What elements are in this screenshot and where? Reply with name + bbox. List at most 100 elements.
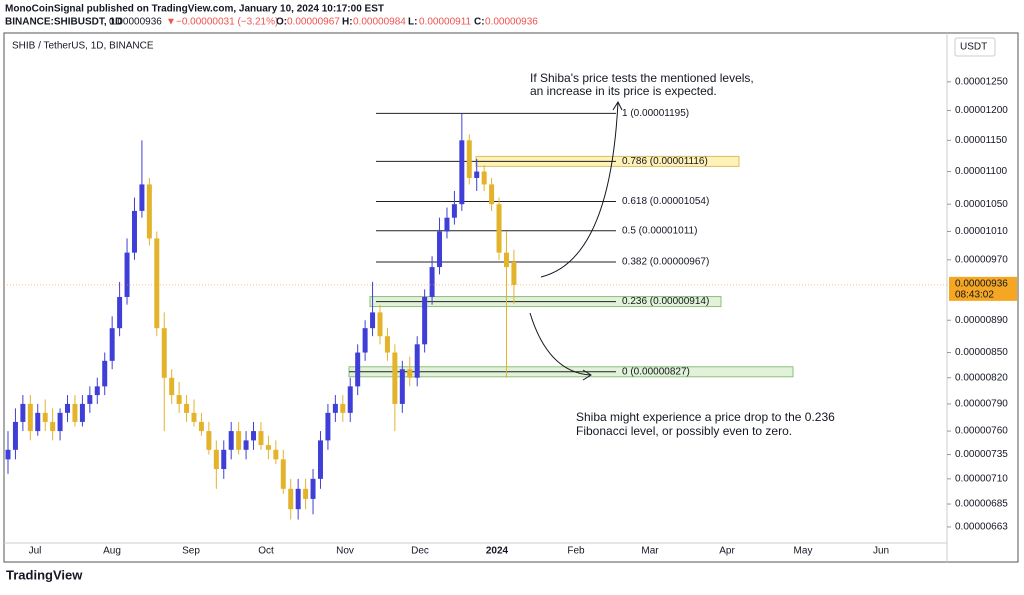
candle-body: [511, 261, 517, 285]
annotation: an increase in its price is expected.: [530, 84, 717, 98]
y-tick-label: 0.00001100: [955, 166, 1008, 177]
candle-body: [191, 412, 197, 422]
candle-body: [94, 386, 100, 396]
ohlc-value: 0.00000911: [419, 17, 472, 28]
x-tick-label: Jun: [873, 546, 889, 557]
candle-body: [131, 210, 137, 253]
ohlc: O: 0.00000967 H: 0.00000984 L: 0.00000911 C: 0.…: [276, 17, 538, 28]
currency: USDT: [960, 42, 987, 53]
candle-body: [206, 431, 212, 450]
candle-body: [481, 171, 487, 185]
candle-body: [102, 360, 108, 387]
arrow-head: [582, 369, 592, 381]
price-tag: [949, 276, 1017, 301]
candle-body: [236, 431, 242, 450]
candle-body: [295, 488, 301, 510]
candle-body: [79, 403, 85, 422]
y-tick-label: 0.00001010: [955, 226, 1008, 237]
ohlc-label: H:: [342, 17, 353, 28]
candle-body: [154, 238, 160, 329]
arrow-down: [529, 312, 591, 376]
candle-body: [146, 184, 152, 239]
ohlc-label: C:: [474, 17, 485, 28]
candle-body: [362, 328, 368, 353]
ohlc-label: L:: [408, 17, 417, 28]
candle-body: [258, 431, 264, 446]
y-tick-label: 0.00001150: [955, 135, 1008, 146]
arrow: ▼: [166, 17, 176, 28]
chart-title: SHIB / TetherUS, 1D, BINANCE: [12, 41, 154, 52]
annotation: If Shiba's price tests the mentioned lev…: [530, 71, 754, 85]
fib-label: 0.5 (0.00001011): [622, 225, 697, 236]
y-tick-label: 0.00000890: [955, 315, 1008, 326]
fib-label: 0.618 (0.00001054): [622, 196, 709, 207]
fib-label: 0.786 (0.00001116): [622, 156, 708, 167]
candle-body: [377, 312, 383, 337]
frame: [3, 32, 1019, 563]
plot: 1 (0.00001195) 0.786 (0.00001116) 0.618 (0…: [5, 108, 794, 520]
x-tick-label: 2024: [486, 546, 509, 557]
candle-body: [273, 449, 279, 460]
candle-body: [317, 440, 323, 479]
x-tick-label: Dec: [411, 546, 429, 557]
candle-body: [72, 403, 78, 422]
y-tick-label: 0.00000735: [955, 449, 1008, 460]
y-tick-label: 0.00001050: [955, 199, 1008, 210]
candle-body: [169, 377, 175, 396]
y-tick-label: 0.00000970: [955, 254, 1008, 265]
candle-body: [340, 403, 346, 413]
candle-body: [332, 403, 338, 413]
y-tick-label: 0.00000790: [955, 399, 1008, 410]
price-tag-value: 0.00000936: [955, 279, 1008, 290]
header-line: MonoCoinSignal published on TradingView.…: [5, 4, 384, 15]
candle-body: [228, 431, 234, 450]
candle-body: [489, 184, 495, 205]
candle-body: [370, 312, 376, 329]
candle-body: [303, 488, 309, 499]
x-tick-label: Aug: [103, 546, 121, 557]
candle-body: [422, 296, 428, 345]
fib-label: 1 (0.00001195): [622, 108, 689, 119]
candle-body: [437, 231, 443, 268]
candle-body: [503, 252, 509, 268]
candle-body: [496, 204, 502, 253]
arrow-head: [612, 100, 623, 111]
candle-body: [198, 421, 204, 432]
candle-body: [243, 440, 249, 450]
x-tick-label: Oct: [258, 546, 274, 557]
annotation: Shiba might experience a price drop to t…: [576, 410, 835, 424]
change: −0.00000031 (−3.21%): [176, 17, 278, 28]
y-tick-label: 0.00000760: [955, 426, 1008, 437]
candle-body: [109, 328, 115, 361]
candle-body: [355, 352, 361, 387]
x-tick-label: Jul: [29, 546, 42, 557]
candle-body: [5, 449, 11, 460]
candle-body: [347, 386, 353, 413]
x-tick-label: Mar: [641, 546, 659, 557]
candle-body: [474, 171, 480, 178]
x-tick-label: Nov: [336, 546, 354, 557]
candle-body: [384, 336, 390, 353]
x-tick-label: Sep: [182, 546, 200, 557]
currency-box: [954, 37, 996, 57]
candle-body: [184, 403, 190, 413]
candle-body: [65, 403, 71, 413]
y-tick-label: 0.00000685: [955, 499, 1008, 510]
ohlc-value: 0.00000984: [353, 17, 406, 28]
candle-body: [35, 412, 41, 432]
countdown: 08:43:02: [955, 290, 994, 301]
footer-logo: TradingView: [6, 567, 83, 582]
candle-body: [50, 421, 56, 432]
y-tick-label: 0.00000663: [955, 522, 1008, 533]
candle-body: [280, 459, 286, 489]
candle-body: [399, 369, 405, 404]
candle-body: [87, 395, 93, 404]
candle-body: [466, 140, 472, 178]
candle-body: [139, 184, 145, 211]
y-tick-label: 0.00001200: [955, 105, 1008, 116]
candle-body: [42, 412, 48, 422]
candle-body: [12, 421, 18, 450]
candle-body: [161, 328, 167, 378]
x-tick-label: Feb: [567, 546, 585, 557]
